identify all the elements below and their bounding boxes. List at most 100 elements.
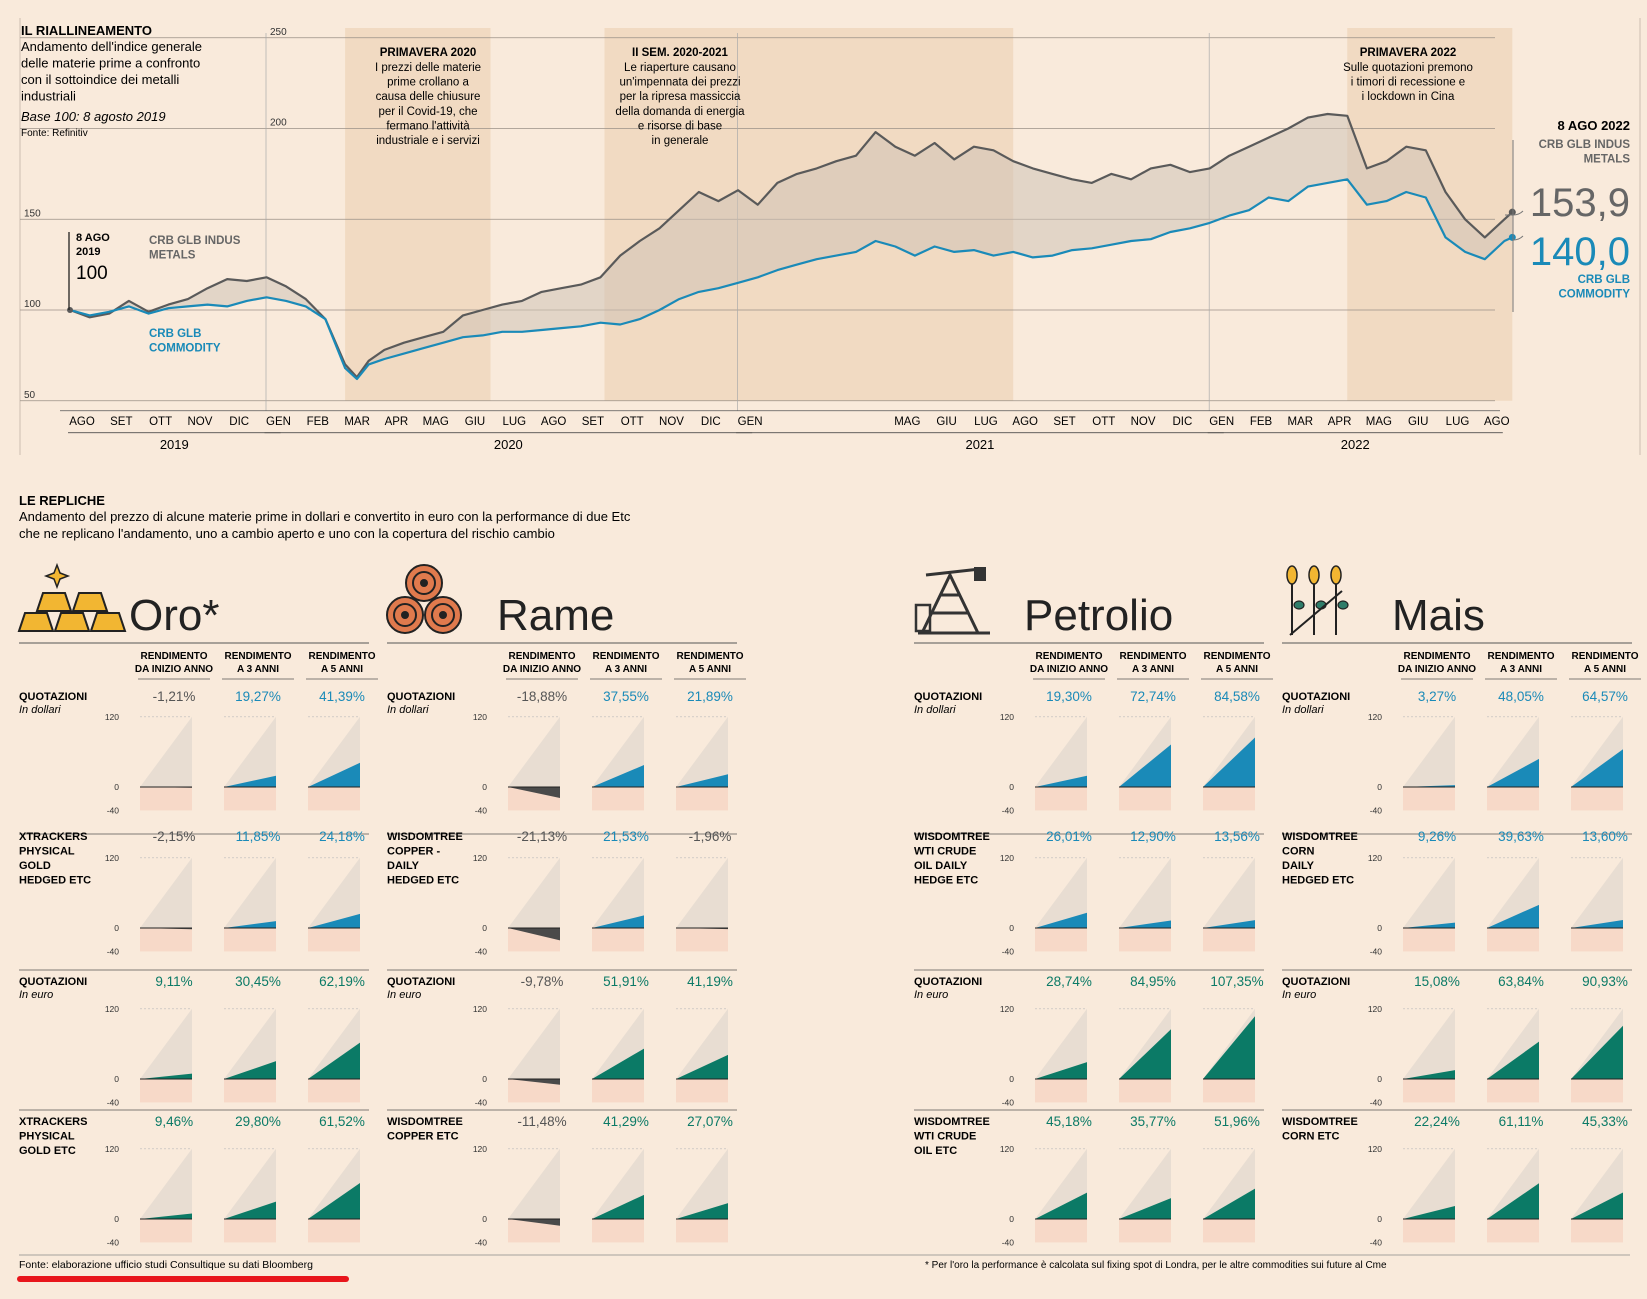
end-metals-value: 153,9 (1530, 181, 1630, 225)
performance-mark (592, 1194, 644, 1219)
series-startpoint (67, 307, 73, 313)
pump-head (974, 567, 986, 581)
x-tick-label: DIC (701, 416, 721, 428)
row-y-tick: 120 (1000, 1144, 1014, 1154)
row-label: WISDOMTREE (914, 1116, 990, 1128)
column-header: A 5 ANNI (1216, 664, 1258, 675)
column-header: A 5 ANNI (321, 664, 363, 675)
negative-zone (1403, 1079, 1455, 1103)
corn-ear (1286, 565, 1298, 585)
max-range-triangle (1035, 1008, 1087, 1079)
end-metals-name: METALS (1584, 154, 1631, 166)
year-label: 2020 (494, 437, 523, 452)
row-label: QUOTAZIONI (19, 691, 87, 703)
x-tick-label: LUG (1446, 416, 1470, 428)
max-range-triangle (1203, 857, 1255, 928)
year-label: 2022 (1341, 437, 1370, 452)
column-header: A 5 ANNI (1584, 664, 1626, 675)
negative-zone (1119, 1219, 1171, 1243)
row-label: PHYSICAL (19, 1131, 75, 1143)
main-chart-subtitle-line: industriali (21, 89, 76, 104)
row-y-tick: 120 (1368, 712, 1382, 722)
row-value: -9,78% (521, 974, 564, 989)
x-tick-label: GIU (936, 416, 956, 428)
annotation-line: prime crollano a (387, 77, 469, 89)
negative-zone (1203, 1219, 1255, 1243)
negative-zone (224, 1079, 276, 1103)
y-tick-label: 250 (270, 27, 287, 38)
row-value: 13,60% (1582, 829, 1628, 844)
negative-zone (676, 928, 728, 952)
row-value: 9,46% (155, 1114, 193, 1129)
performance-mark (508, 928, 560, 941)
panel-title: Oro* (129, 591, 219, 640)
main-chart-title: IL RIALLINEAMENTO (21, 23, 152, 38)
max-range-triangle (1403, 1148, 1455, 1219)
series-endpoint (1508, 208, 1516, 216)
row-y-tick: -40 (475, 946, 488, 956)
row-value: 84,58% (1214, 689, 1260, 704)
negative-zone (592, 787, 644, 811)
column-header: A 3 ANNI (1132, 664, 1174, 675)
max-range-triangle (224, 1008, 276, 1079)
row-value: 51,96% (1214, 1114, 1260, 1129)
row-value: 45,33% (1582, 1114, 1628, 1129)
row-value: 39,63% (1498, 829, 1544, 844)
row-y-tick: 0 (1377, 923, 1382, 933)
row-y-tick: 0 (482, 782, 487, 792)
row-value: 19,30% (1046, 689, 1092, 704)
negative-zone (1203, 1079, 1255, 1103)
row-value: -1,21% (153, 689, 196, 704)
negative-zone (224, 787, 276, 811)
x-tick-label: AGO (1012, 416, 1038, 428)
panel-oro: Oro* RENDIMENTO DA INIZIO ANNO RENDIMENTO A … (17, 562, 378, 1247)
performance-mark (1119, 920, 1171, 928)
footer-note: * Per l'oro la performance è calcolata s… (925, 1260, 1387, 1271)
negative-zone (1035, 1219, 1087, 1243)
row-y-tick: 0 (1009, 1074, 1014, 1084)
negative-zone (592, 1079, 644, 1103)
row-y-tick: 0 (482, 923, 487, 933)
x-tick-label: GIU (1408, 416, 1428, 428)
row-label: QUOTAZIONI (387, 976, 455, 988)
x-tick-label: FEB (1250, 416, 1273, 428)
row-label: WTI CRUDE (914, 1131, 976, 1143)
x-tick-label: AGO (69, 416, 95, 428)
row-label: HEDGED ETC (387, 875, 459, 887)
x-tick-label: MAG (423, 416, 449, 428)
annotation-line: i timori di recessione e (1351, 77, 1465, 89)
annotation-line: un'impennata dei prezzi (619, 77, 740, 89)
performance-mark (1571, 1192, 1623, 1219)
row-label: QUOTAZIONI (19, 976, 87, 988)
annotation-line: per il Covid-19, che (378, 106, 477, 118)
row-value: 35,77% (1130, 1114, 1176, 1129)
row-y-tick: 120 (1368, 853, 1382, 863)
row-label: WISDOMTREE (1282, 831, 1358, 843)
row-value: 51,91% (603, 974, 649, 989)
row-value: 13,56% (1214, 829, 1260, 844)
sparkle (43, 562, 71, 590)
row-value: 9,11% (155, 974, 192, 989)
column-header: RENDIMENTO (1403, 651, 1470, 662)
performance-mark (1119, 744, 1171, 787)
max-range-triangle (140, 1008, 192, 1079)
performance-mark (1035, 1192, 1087, 1219)
performance-mark (1403, 1205, 1455, 1219)
performance-mark (592, 765, 644, 787)
performance-mark (508, 1079, 560, 1085)
negative-zone (508, 1079, 560, 1103)
performance-mark (224, 1061, 276, 1079)
x-tick-label: NOV (1131, 416, 1156, 428)
performance-mark (1571, 920, 1623, 928)
negative-zone (1203, 787, 1255, 811)
x-tick-label: SET (110, 416, 132, 428)
annotation-line: i lockdown in Cina (1362, 91, 1455, 103)
row-value: 41,39% (319, 689, 365, 704)
column-header: A 3 ANNI (1500, 664, 1542, 675)
x-tick-label: OTT (149, 416, 172, 428)
column-header: DA INIZIO ANNO (135, 664, 213, 675)
row-value: 41,19% (687, 974, 733, 989)
row-y-tick: -40 (107, 946, 120, 956)
